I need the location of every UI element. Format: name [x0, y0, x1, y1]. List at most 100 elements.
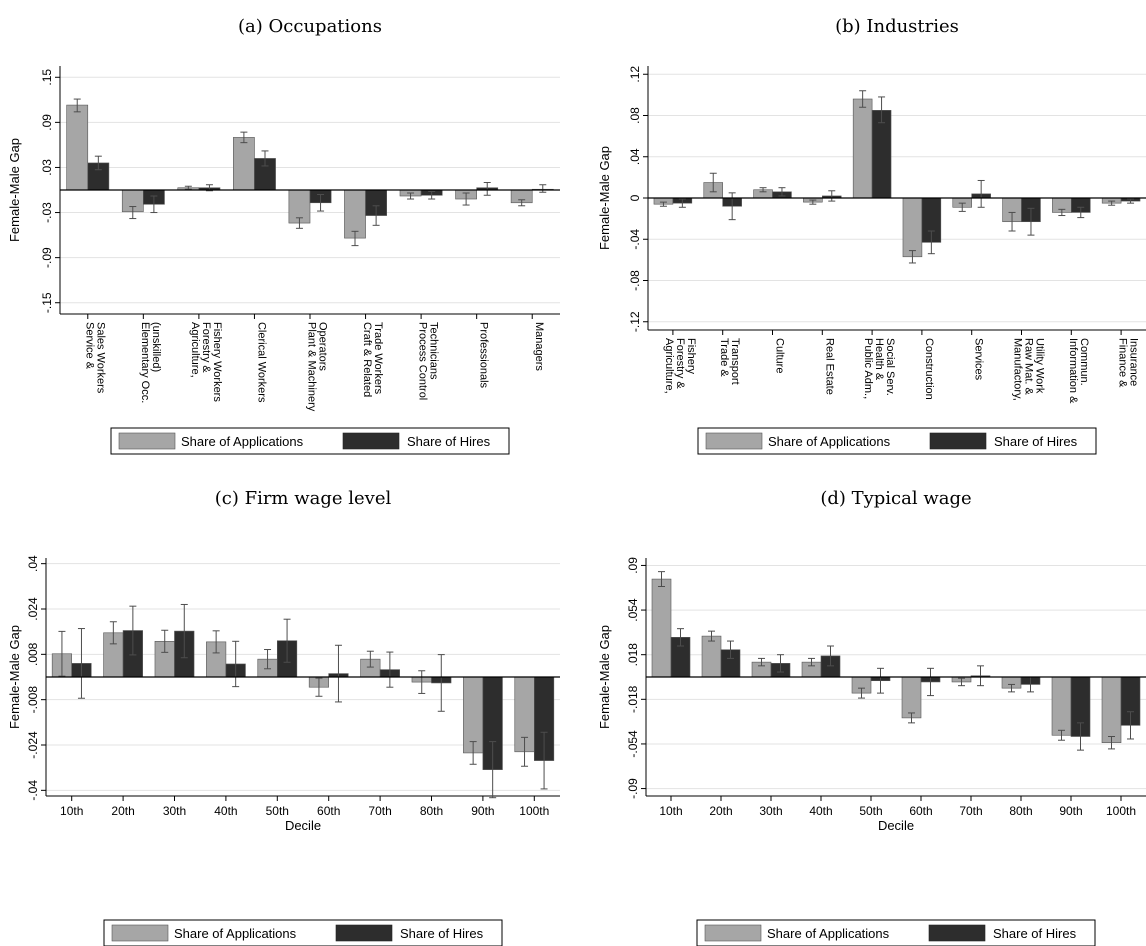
bar-applications: [1051, 676, 1072, 736]
category-label-line: Elementary Occ.: [139, 322, 151, 403]
category-label-line: Services: [973, 338, 985, 381]
y-tick-label: -.03: [40, 202, 54, 223]
category-label: Construction: [923, 338, 935, 400]
category-label: 60th: [317, 804, 340, 818]
panel-title: (c) Firm wage level: [215, 488, 392, 509]
y-tick-label: -.054: [626, 730, 640, 758]
legend: Share of Applications Share of Hires: [696, 919, 1096, 946]
legend-swatch-hires: [342, 432, 400, 450]
legend-label-hires: Share of Hires: [400, 926, 484, 941]
y-tick-label: .008: [26, 642, 40, 666]
category-label: 20th: [709, 804, 732, 818]
legend-swatch-applications: [705, 432, 763, 450]
bar-series-group: [66, 98, 554, 247]
category-label: Process Control Technicians: [417, 322, 440, 400]
category-label-line: Real Estate: [823, 338, 835, 395]
category-label: 50th: [859, 804, 882, 818]
panel-title: (d) Typical wage: [820, 488, 971, 509]
bar-series-group: [651, 571, 1141, 751]
legend-label-applications: Share of Applications: [767, 926, 890, 941]
legend-label-hires: Share of Hires: [407, 434, 491, 449]
category-label: 30th: [759, 804, 782, 818]
y-tick-label: -.024: [26, 731, 40, 759]
category-label-line: Fishery: [685, 338, 697, 375]
bar-series-group: [51, 603, 555, 799]
y-tick-label: .08: [628, 107, 642, 124]
bar-applications: [701, 635, 722, 678]
category-label-line: Public Adm.,: [862, 338, 874, 399]
y-tick-label: 0: [628, 194, 642, 201]
x-axis-label: Decile: [878, 818, 914, 833]
category-label-line: Finance &: [1117, 338, 1129, 388]
category-label-line: Insurance: [1128, 338, 1140, 386]
category-label: 100th: [519, 804, 549, 818]
category-label-line: Fishery Workers: [211, 322, 223, 402]
category-label-line: Process Control: [417, 322, 429, 400]
category-label: Elementary Occ. (unskilled): [139, 322, 162, 403]
legend-label-applications: Share of Applications: [768, 434, 891, 449]
y-tick-label: -.08: [628, 270, 642, 291]
category-label: Trade & Transport: [718, 338, 741, 385]
category-label-line: Trade &: [718, 338, 730, 377]
category-label-line: Construction: [923, 338, 935, 400]
bar-applications: [1101, 676, 1122, 743]
category-label: Service & Sales Workers: [83, 322, 106, 394]
category-label: 100th: [1106, 804, 1136, 818]
y-tick-label: .09: [40, 114, 54, 131]
legend-label-hires: Share of Hires: [993, 926, 1077, 941]
y-tick-label: .024: [26, 597, 40, 621]
category-label: Clerical Workers: [255, 322, 267, 403]
panel-industries: (b) Industries .12 .08 .04 0 -.04 -.08 -.12 Fema…: [597, 16, 1146, 455]
y-tick-label: .04: [628, 148, 642, 165]
y-tick-label: .09: [626, 557, 640, 574]
panel-occupations: (a) Occupations .15 .09 .03 -.03 -.09 -.15 Fema…: [7, 16, 560, 455]
category-label: 70th: [368, 804, 391, 818]
panel-firm-wage-level: (c) Firm wage level .04 .024 .008 -.008 -.024…: [7, 488, 560, 946]
y-tick-label: -.008: [26, 686, 40, 714]
category-label-line: Social Serv.: [884, 338, 896, 396]
category-label: Professionals: [478, 322, 490, 389]
category-label: 10th: [659, 804, 682, 818]
y-tick-label: -.09: [40, 247, 54, 268]
category-label-line: Health &: [873, 338, 885, 381]
category-label: 10th: [60, 804, 83, 818]
y-tick-label: .054: [626, 598, 640, 622]
category-label: Craft & Related Trade Workers: [361, 322, 384, 397]
legend: Share of Applications Share of Hires: [110, 427, 510, 455]
category-label: Public Adm., Health & Social Serv.: [862, 338, 896, 399]
category-label: 80th: [1009, 804, 1032, 818]
legend-swatch-applications: [111, 924, 169, 942]
category-label: Manufactory, Raw Mat. & Utility Work: [1012, 338, 1046, 401]
legend: Share of Applications Share of Hires: [697, 427, 1097, 455]
legend-swatch-hires: [929, 432, 987, 450]
category-label: Culture: [774, 338, 786, 373]
y-tick-label: -.018: [626, 685, 640, 713]
category-label: Real Estate: [823, 338, 835, 395]
legend-swatch-hires: [335, 924, 393, 942]
y-tick-label: .15: [40, 69, 54, 86]
category-label-line: Commun.: [1078, 338, 1090, 386]
legend-box: [696, 919, 1096, 946]
y-tick-label: .12: [628, 66, 642, 83]
category-label-line: Service &: [83, 322, 95, 370]
bar-applications: [902, 197, 923, 258]
legend: Share of Applications Share of Hires: [103, 919, 503, 946]
category-label: 60th: [909, 804, 932, 818]
y-tick-label: -.09: [626, 778, 640, 799]
category-label: 70th: [959, 804, 982, 818]
category-label-line: Information &: [1067, 338, 1079, 404]
y-tick-label: .03: [40, 159, 54, 176]
category-label-line: Agriculture,: [189, 322, 201, 378]
legend-box: [697, 427, 1097, 455]
panel-title: (a) Occupations: [238, 16, 382, 37]
legend-label-applications: Share of Applications: [181, 434, 304, 449]
category-label: 30th: [163, 804, 186, 818]
y-tick-label: -.04: [26, 780, 40, 801]
category-label: Information & Commun.: [1067, 338, 1090, 404]
category-label: Plant & Machinery Operators: [306, 322, 329, 412]
category-label-line: Manufactory,: [1012, 338, 1024, 401]
legend-box: [110, 427, 510, 455]
bar-applications: [852, 98, 873, 199]
y-tick-label: .018: [626, 643, 640, 667]
category-label: 50th: [266, 804, 289, 818]
